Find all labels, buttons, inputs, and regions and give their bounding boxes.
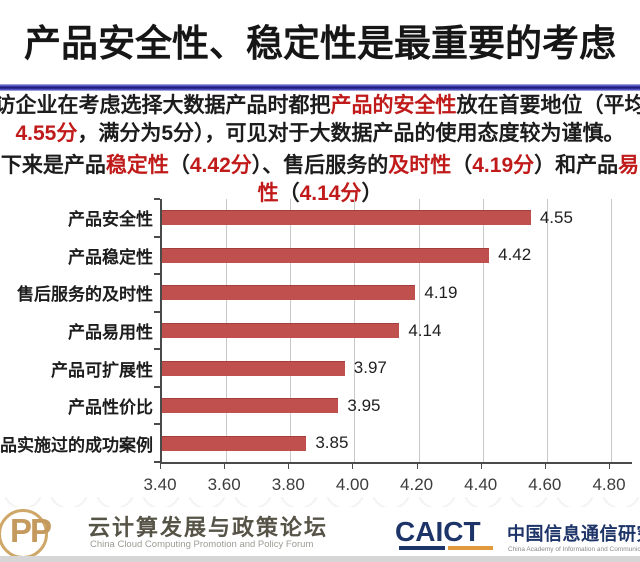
ccpp-forum-logo-letters: PP [10,512,52,549]
bar-品实施过的成功案例 [162,435,307,451]
y-tick-mark [154,461,160,463]
x-tick-mark [480,464,482,469]
bar-产品稳定性 [162,247,490,263]
footer-left-name-cn: 云计算发展与政策论坛 [88,515,329,540]
highlighted-text: 产品的安全性 [330,94,457,117]
y-tick-mark [154,273,160,276]
bar-产品可扩展性 [162,360,345,376]
highlighted-text: 4.19分 [472,154,535,177]
y-tick-mark [154,348,160,351]
gridline [418,199,420,462]
body-text: 访企业在考虑选择大数据产品时都把 [0,94,331,117]
x-tick-mark [160,464,161,469]
caict-logo-wordmark: CAICT [395,516,481,547]
highlighted-text: 易 [618,154,640,177]
y-tick-mark [154,423,160,426]
x-tick-label: 3.40 [143,475,177,494]
gridline [546,199,548,462]
bar-售后服务的及时性 [162,285,416,301]
category-label: 产品性价比 [68,398,153,418]
body-text: ，满分为5分），可见对于大数据产品的使用态度较为谨慎。 [77,122,625,145]
body-paragraph: 访企业在考虑选择大数据产品时都把 产品的安全性 放在首要地位（平均 4.55分 ，满分为… [0,92,640,208]
highlighted-text: 4.42分 [189,154,252,177]
gridline [482,199,484,462]
body-text: ）和产品 [534,154,619,177]
category-label: 产品安全性 [68,210,153,230]
bar-value-label: 3.85 [315,433,349,453]
body-text-line: 4.55分 ，满分为5分），可见对于大数据产品的使用态度较为谨慎。 [0,120,640,148]
body-text: （ [451,154,473,177]
chart-x-axis: 3.40 3.60 3.80 4.00 4.20 4.40 4.60 4.80 [143,464,630,500]
x-tick-label: 4.60 [528,475,562,494]
body-text-line: 性（4.14分） [0,180,640,208]
category-label: 售后服务的及时性 [17,285,153,305]
bar-value-label: 4.14 [408,320,442,340]
y-tick-mark [154,310,160,313]
highlighted-text: 稳定性 [105,154,169,177]
bar-value-label: 4.55 [539,207,573,227]
bar-value-label: 3.95 [347,395,381,415]
body-text: 下来是产品 [0,154,106,177]
body-text: （ [278,182,300,205]
body-text: （ [168,154,190,177]
footer-right-name-en: China Academy of Information and Communi… [508,546,640,553]
x-tick-label: 4.00 [335,475,369,494]
y-tick-mark [154,198,160,200]
x-tick-mark [544,464,546,469]
body-text: ） [361,182,383,205]
body-text: ）、售后服务的 [251,154,389,177]
highlighted-text: 4.14分 [299,182,362,205]
x-tick-mark [288,464,290,469]
bar-产品易用性 [162,323,400,338]
bar-产品安全性 [162,210,531,226]
bar-value-label: 4.19 [424,282,458,302]
caict-underline-orange [448,546,493,550]
slide-title: 产品安全性、稳定性是最重要的考虑 [24,23,616,64]
x-tick-label: 4.20 [400,475,434,494]
bar-value-label: 4.42 [498,245,532,265]
plot-area: 4.55 4.42 4.19 4.14 3.97 3.95 3.85 [154,198,632,464]
footer-left-name-en: China Cloud Computing Promotion and Poli… [90,539,314,550]
x-tick-mark [416,464,418,469]
footer-right-name-cn: 中国信息通信研究院 [507,524,640,544]
x-tick-label: 3.80 [271,475,305,494]
x-tick-mark [352,464,354,469]
title-separator-rule [0,84,640,91]
highlighted-text: 性 [257,182,279,205]
gridline [611,199,612,462]
bar-value-label: 3.97 [353,358,387,378]
x-tick-mark [609,464,610,469]
highlighted-text: 及时性 [388,154,452,177]
body-text-line: 访企业在考虑选择大数据产品时都把 产品的安全性 放在首要地位（平均 [0,92,640,120]
chart-category-axis: 产品安全性产品稳定性售后服务的及时性产品易用性产品可扩展性产品性价比品实施过的成… [0,199,153,462]
x-tick-label: 4.80 [592,475,626,494]
slide-bottom-border [0,556,640,562]
category-label: 产品可扩展性 [51,360,153,380]
bar-产品性价比 [162,398,339,414]
highlighted-text: 4.55分 [15,122,78,145]
category-label: 产品稳定性 [68,247,153,267]
x-tick-mark [224,464,226,469]
x-tick-label: 3.60 [207,475,241,494]
body-text-line: 下来是产品 稳定性（4.42分 ）、售后服务的 及时性（4.19分 ）和产品易 [0,152,640,180]
caict-underline-navy [399,546,445,550]
x-tick-label: 4.40 [464,475,498,494]
y-tick-mark [154,385,160,388]
category-label: 产品易用性 [68,323,153,342]
category-label: 品实施过的成功案例 [0,435,153,455]
y-tick-mark [154,235,160,238]
body-text: 放在首要地位（平均 [456,94,640,117]
decorative-wave-divider [0,497,640,507]
